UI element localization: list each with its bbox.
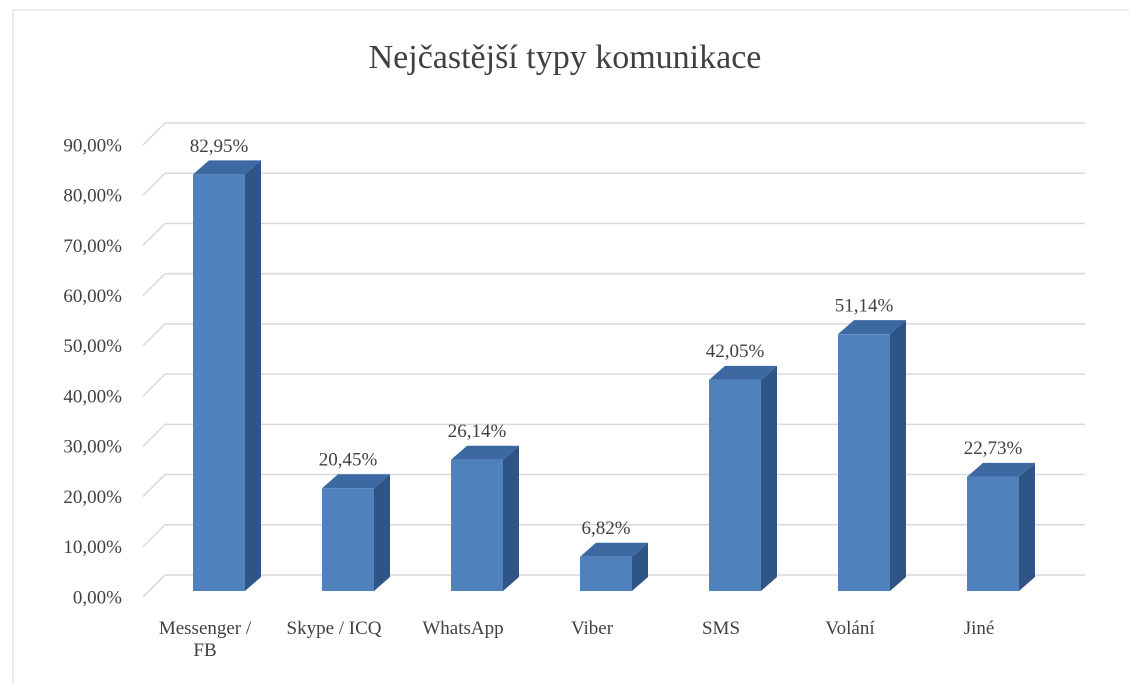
bar-side [632,542,648,591]
y-tick-label: 90,00% [63,135,122,156]
bar-front [709,379,761,591]
y-tick-label: 10,00% [63,537,122,558]
grid-line [142,222,1085,246]
bar [322,474,390,591]
grid-line [142,524,1085,548]
x-tick-label: Messenger / FB [158,618,252,661]
grid-line [142,172,1085,196]
bar [838,320,906,591]
chart-title: Nejčastější typy komunikace [369,39,762,76]
bar-side [503,445,519,591]
x-tick-label: SMS [701,618,741,639]
bar-side [245,160,261,591]
chart-frame [12,9,1129,684]
bar-top [709,365,777,380]
y-tick-label: 30,00% [63,437,122,458]
bar-side [374,474,390,591]
x-tick-label: Jiné [963,618,995,639]
x-tick-label: Volání [825,618,875,639]
bar-front [451,459,503,591]
data-label: 82,95% [190,136,249,157]
y-tick-label: 40,00% [63,386,122,407]
bar-front [967,476,1019,591]
grid-line [142,272,1085,297]
bar-side [1019,462,1035,591]
data-label: 6,82% [581,518,630,539]
bar-top [580,542,648,557]
x-tick-label: Viber [570,618,614,639]
bar-side [890,320,906,591]
y-tick-label: 80,00% [63,186,122,207]
bar-top [193,160,261,175]
x-tick-label: Skype / ICQ [286,618,382,639]
data-label: 22,73% [964,438,1023,459]
bar-top [451,445,519,460]
bar-top [838,320,906,335]
grid-line [142,473,1085,498]
grid-line [142,423,1085,447]
bar [451,445,519,591]
bar-side [761,365,777,591]
data-label: 20,45% [319,450,378,471]
bar-top [967,462,1035,477]
data-label: 42,05% [706,341,765,362]
bar-front [322,488,374,591]
bar-front [580,556,632,591]
y-tick-label: 0,00% [73,587,122,608]
bar-front [838,334,890,591]
y-tick-label: 20,00% [63,487,122,508]
data-label: 51,14% [835,296,894,317]
x-tick-label: WhatsApp [422,618,504,639]
data-label: 26,14% [448,421,507,442]
y-tick-label: 50,00% [63,336,122,357]
grid-line [142,373,1085,397]
grid-line [142,122,1085,146]
y-tick-label: 60,00% [63,286,122,307]
bar [193,160,261,591]
bar-top [322,474,390,489]
grid-line [142,574,1085,598]
bar-front [193,174,245,591]
y-tick-label: 70,00% [63,236,122,257]
grid-line [142,323,1085,347]
bar [967,462,1035,591]
bar [580,542,648,591]
bar [709,365,777,591]
